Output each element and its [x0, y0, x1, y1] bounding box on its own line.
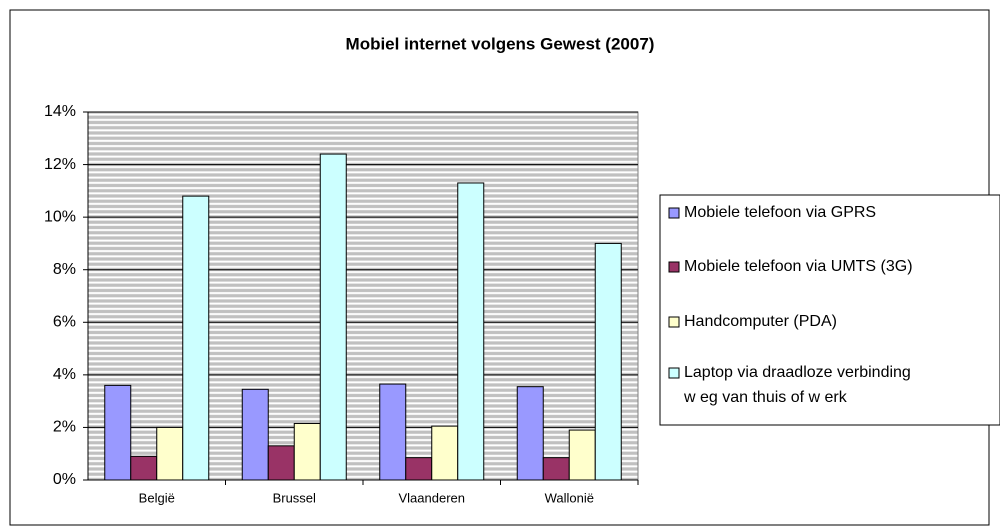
plot-area	[87, 111, 639, 481]
legend-swatch	[668, 367, 680, 379]
y-tick-label: 2%	[53, 419, 76, 436]
x-tick-label: Wallonië	[545, 490, 594, 505]
y-tick-label: 6%	[53, 314, 76, 331]
legend-label: Handcomputer (PDA)	[684, 313, 837, 330]
bar	[267, 445, 295, 481]
y-tick-label: 14%	[44, 103, 76, 120]
bar	[405, 457, 433, 481]
y-tick-label: 4%	[53, 366, 76, 383]
bar	[319, 153, 347, 481]
x-tick-label: Vlaanderen	[399, 490, 466, 505]
bar	[182, 195, 210, 481]
bar	[104, 384, 132, 481]
bar	[130, 455, 158, 481]
bar	[542, 457, 570, 481]
x-tick-label: Brussel	[273, 490, 316, 505]
legend-label: Laptop via draadloze verbinding w eg van …	[683, 364, 911, 406]
y-tick-label: 0%	[53, 471, 76, 488]
y-tick-label: 12%	[44, 156, 76, 173]
bar	[568, 429, 596, 481]
bar	[594, 242, 622, 481]
x-tick-label: België	[139, 490, 175, 505]
legend-swatch	[668, 207, 680, 219]
chart-title: Mobiel internet volgens Gewest (2007)	[346, 34, 655, 53]
legend-swatch	[668, 261, 680, 273]
legend	[659, 194, 1000, 426]
bar	[379, 383, 407, 481]
legend-label-line: Laptop via draadloze verbinding	[684, 364, 911, 381]
bar	[156, 426, 184, 481]
bar	[431, 425, 459, 481]
y-tick-label: 10%	[44, 208, 76, 225]
y-tick-label: 8%	[53, 261, 76, 278]
bar	[457, 182, 485, 481]
legend-label: Mobiele telefoon via UMTS (3G)	[684, 258, 913, 275]
legend-label: Mobiele telefoon via GPRS	[684, 204, 876, 221]
bar	[241, 388, 269, 481]
legend-swatch	[668, 316, 680, 328]
legend-label-line: w eg van thuis of w erk	[683, 389, 848, 406]
bar	[293, 422, 321, 481]
bar	[516, 386, 544, 481]
